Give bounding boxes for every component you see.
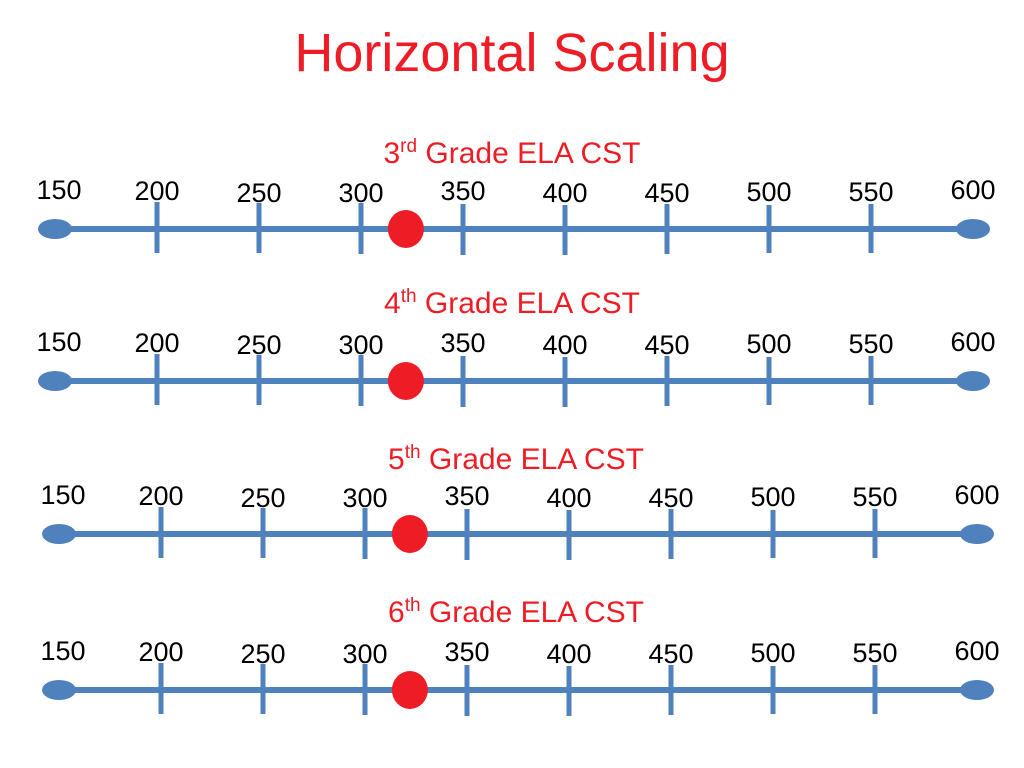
tick-label-600: 600 [954,480,999,510]
tick-label-550: 550 [848,177,893,207]
tick-label-500: 500 [746,177,791,207]
grade-number: 3 [383,137,400,170]
tick-label-150: 150 [36,327,81,357]
tick-label-450: 450 [648,483,693,513]
score-marker [387,362,424,400]
tick-label-300: 300 [338,178,383,208]
scale-title: 6th Grade ELA CST [388,595,644,629]
left-end-cap [38,371,72,391]
grade-scale-5: 5th Grade ELA CST 150 200 250 300 350 400 450 50… [40,442,1000,560]
scale-title: 3rd Grade ELA CST [383,136,640,170]
tick-label-250: 250 [240,639,285,669]
grade-suffix: th [405,442,421,463]
grade-number: 5 [388,443,405,476]
grade-scale-3: 3rd Grade ELA CST 150 200 250 300 350 400 450 50… [36,136,996,255]
right-end-cap [956,219,990,239]
tick-label-600: 600 [950,175,995,205]
tick-label-450: 450 [648,639,693,669]
tick-label-250: 250 [236,178,281,208]
tick-label-500: 500 [750,638,795,668]
grade-scale-4: 4th Grade ELA CST 150 200 250 300 350 400 450 50… [36,286,996,407]
grade-text: Grade ELA CST [417,287,640,320]
grade-text: Grade ELA CST [417,137,640,170]
tick-label-400: 400 [546,639,591,669]
grade-scale-6: 6th Grade ELA CST 150 200 250 300 350 400 450 50… [40,595,1000,716]
left-end-cap [38,219,72,239]
score-marker [391,515,428,553]
tick-label-250: 250 [240,483,285,513]
tick-label-200: 200 [134,328,179,358]
scale-title: 4th Grade ELA CST [384,286,640,320]
tick-label-350: 350 [444,481,489,511]
tick-label-350: 350 [440,176,485,206]
tick-label-200: 200 [134,176,179,206]
tick-label-600: 600 [954,636,999,666]
tick-label-550: 550 [848,329,893,359]
tick-label-550: 550 [852,482,897,512]
slide-title: Horizontal Scaling [294,23,730,83]
grade-number: 4 [384,287,401,320]
tick-label-300: 300 [342,639,387,669]
tick-label-300: 300 [338,330,383,360]
tick-label-600: 600 [950,327,995,357]
left-end-cap [42,680,76,700]
grade-number: 6 [388,596,405,629]
tick-label-500: 500 [746,329,791,359]
tick-label-150: 150 [36,175,81,205]
tick-label-200: 200 [138,637,183,667]
tick-label-400: 400 [546,483,591,513]
tick-label-550: 550 [852,638,897,668]
right-end-cap [960,524,994,544]
tick-label-500: 500 [750,482,795,512]
grade-text: Grade ELA CST [421,443,644,476]
right-end-cap [956,371,990,391]
tick-label-350: 350 [440,328,485,358]
tick-label-400: 400 [542,178,587,208]
score-marker [391,671,428,709]
left-end-cap [42,524,76,544]
scale-title: 5th Grade ELA CST [388,442,644,476]
score-marker [387,210,424,248]
grade-suffix: rd [400,136,417,157]
tick-label-350: 350 [444,637,489,667]
tick-label-300: 300 [342,483,387,513]
tick-label-450: 450 [644,178,689,208]
right-end-cap [960,680,994,700]
tick-label-400: 400 [542,330,587,360]
grade-text: Grade ELA CST [421,596,644,629]
tick-label-450: 450 [644,330,689,360]
tick-label-150: 150 [40,636,85,666]
tick-label-250: 250 [236,330,281,360]
tick-label-150: 150 [40,480,85,510]
tick-label-200: 200 [138,481,183,511]
grade-suffix: th [405,595,421,616]
grade-suffix: th [401,286,417,307]
